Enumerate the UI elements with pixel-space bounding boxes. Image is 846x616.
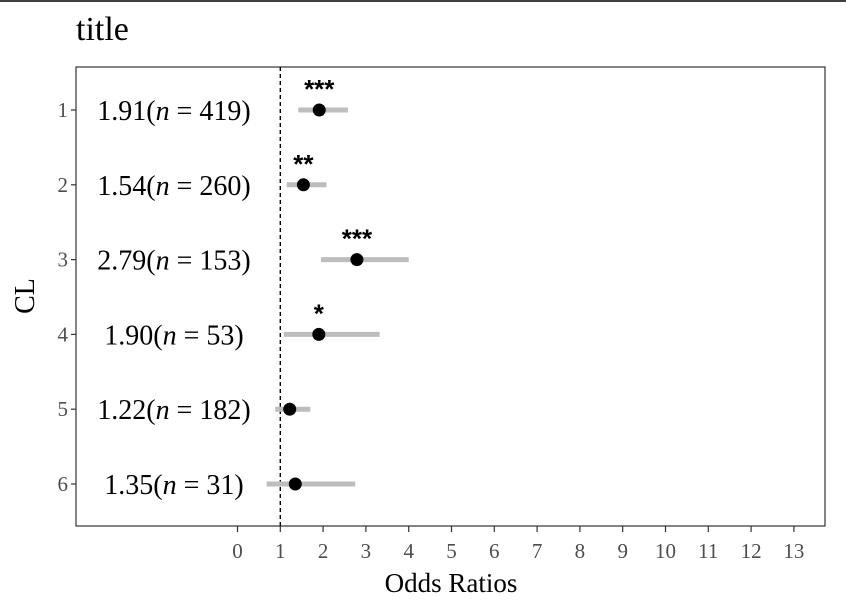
- y-tick-label: 1: [58, 98, 69, 122]
- significance-stars: *: [314, 298, 325, 328]
- x-tick-label: 4: [403, 539, 414, 563]
- significance-stars: ***: [342, 224, 373, 254]
- x-tick-label: 11: [698, 539, 718, 563]
- y-tick-label: 6: [58, 472, 69, 496]
- x-tick-label: 5: [446, 539, 457, 563]
- x-axis-title: Odds Ratios: [385, 568, 518, 598]
- point-estimate: [350, 253, 364, 267]
- row-annotation-label: 2.79(n = 153): [97, 246, 250, 277]
- y-tick-label: 2: [58, 173, 69, 197]
- row-annotation-label: 1.91(n = 419): [97, 96, 250, 127]
- chart-title: title: [76, 11, 129, 48]
- point-estimate: [288, 477, 302, 491]
- point-estimate: [312, 327, 326, 341]
- point-estimate: [296, 178, 310, 192]
- significance-stars: **: [293, 149, 314, 179]
- y-tick-label: 4: [58, 322, 69, 346]
- point-estimate: [312, 103, 326, 117]
- row-annotation-label: 1.35(n = 31): [104, 470, 243, 501]
- significance-stars: ***: [304, 74, 335, 104]
- panel-border: [75, 66, 826, 527]
- x-tick-label: 0: [232, 539, 243, 563]
- x-tick-label: 1: [275, 539, 286, 563]
- x-tick-label: 12: [741, 539, 762, 563]
- row-annotation-label: 1.90(n = 53): [104, 320, 243, 351]
- point-estimate: [283, 402, 297, 416]
- x-tick-label: 6: [489, 539, 500, 563]
- row-annotation-label: 1.22(n = 182): [97, 395, 250, 426]
- y-axis-title: CL: [10, 278, 41, 314]
- x-tick-label: 2: [318, 539, 329, 563]
- x-tick-label: 10: [655, 539, 676, 563]
- y-tick-label: 3: [58, 248, 69, 272]
- y-tick-label: 5: [58, 397, 69, 421]
- x-tick-label: 9: [617, 539, 628, 563]
- x-tick-label: 8: [575, 539, 586, 563]
- row-annotation-label: 1.54(n = 260): [97, 171, 250, 202]
- x-tick-label: 7: [532, 539, 543, 563]
- x-tick-label: 13: [783, 539, 804, 563]
- x-tick-label: 3: [361, 539, 372, 563]
